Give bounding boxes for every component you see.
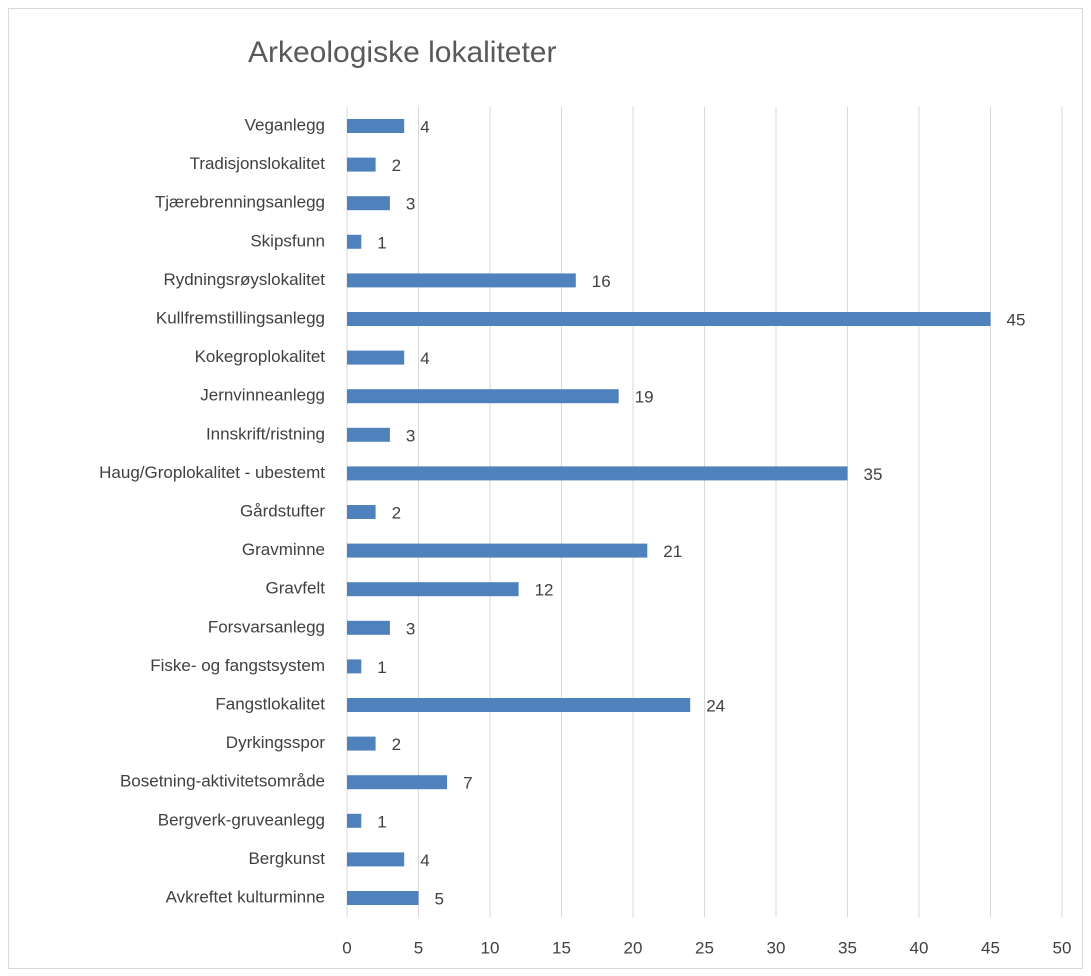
bar xyxy=(347,620,390,635)
value-label: 24 xyxy=(706,696,725,715)
bar xyxy=(347,427,390,442)
y-tick-label: Kokegroplokalitet xyxy=(195,347,326,366)
y-tick-label: Skipsfunn xyxy=(250,231,325,250)
x-tick-label: 25 xyxy=(695,938,714,957)
value-label: 3 xyxy=(406,619,415,638)
y-tick-label: Avkreftet kulturminne xyxy=(166,887,325,906)
value-label: 2 xyxy=(392,503,401,522)
chart-frame xyxy=(8,8,1083,969)
value-label: 16 xyxy=(592,272,611,291)
y-tick-label: Tjærebrenningsanlegg xyxy=(155,193,325,212)
value-label: 1 xyxy=(377,233,386,252)
x-tick-label: 40 xyxy=(910,938,929,957)
bar xyxy=(347,775,448,790)
y-tick-label: Veganlegg xyxy=(245,115,325,134)
bar xyxy=(347,389,619,404)
y-tick-label: Gravfelt xyxy=(265,579,325,598)
value-label: 3 xyxy=(406,195,415,214)
x-tick-label: 30 xyxy=(767,938,786,957)
y-tick-label: Tradisjonslokalitet xyxy=(190,154,326,173)
value-label: 45 xyxy=(1007,310,1026,329)
bar xyxy=(347,582,519,597)
chart-title: Arkeologiske lokaliteter xyxy=(248,36,556,69)
bar xyxy=(347,813,362,828)
x-tick-label: 10 xyxy=(481,938,500,957)
y-tick-label: Gårdstufter xyxy=(240,501,325,520)
y-tick-label: Fiske- og fangstsystem xyxy=(150,656,325,675)
x-tick-label: 20 xyxy=(624,938,643,957)
value-label: 4 xyxy=(420,851,429,870)
value-label: 1 xyxy=(377,812,386,831)
bar xyxy=(347,543,648,558)
value-label: 35 xyxy=(864,465,883,484)
y-tick-label: Dyrkingsspor xyxy=(226,733,326,752)
bar xyxy=(347,891,419,905)
x-tick-label: 15 xyxy=(552,938,571,957)
bar xyxy=(347,196,390,211)
y-tick-label: Haug/Groplokalitet - ubestemt xyxy=(99,463,325,482)
value-label: 2 xyxy=(392,156,401,175)
value-label: 1 xyxy=(377,658,386,677)
bar xyxy=(347,157,376,172)
bar xyxy=(347,736,376,751)
value-label: 21 xyxy=(663,542,682,561)
bar xyxy=(347,312,991,326)
bar xyxy=(347,273,576,288)
y-tick-label: Bergkunst xyxy=(248,849,325,868)
value-label: 3 xyxy=(406,426,415,445)
bar xyxy=(347,505,376,519)
bar xyxy=(347,659,362,674)
bar xyxy=(347,852,405,867)
y-tick-label: Kullfremstillingsanlegg xyxy=(156,308,325,327)
bar xyxy=(347,350,405,365)
value-label: 5 xyxy=(435,889,444,908)
y-tick-label: Innskrift/ristning xyxy=(206,424,325,443)
bar xyxy=(347,698,691,712)
value-label: 4 xyxy=(420,117,429,136)
value-label: 7 xyxy=(463,774,472,793)
value-label: 19 xyxy=(635,388,654,407)
bar xyxy=(347,234,362,249)
value-label: 12 xyxy=(535,581,554,600)
value-label: 2 xyxy=(392,735,401,754)
y-tick-label: Bergverk-gruveanlegg xyxy=(158,810,325,829)
y-tick-label: Rydningsrøyslokalitet xyxy=(163,270,325,289)
y-tick-label: Gravminne xyxy=(242,540,325,559)
y-tick-label: Jernvinneanlegg xyxy=(200,386,325,405)
x-tick-label: 45 xyxy=(981,938,1000,957)
x-tick-label: 5 xyxy=(414,938,423,957)
x-tick-label: 35 xyxy=(838,938,857,957)
x-tick-label: 50 xyxy=(1053,938,1072,957)
value-label: 4 xyxy=(420,349,429,368)
x-tick-label: 0 xyxy=(342,938,351,957)
y-tick-label: Forsvarsanlegg xyxy=(208,617,325,636)
bar xyxy=(347,466,848,481)
y-tick-label: Bosetning-aktivitetsområde xyxy=(120,772,325,791)
bar xyxy=(347,119,405,133)
y-tick-label: Fangstlokalitet xyxy=(215,694,325,713)
